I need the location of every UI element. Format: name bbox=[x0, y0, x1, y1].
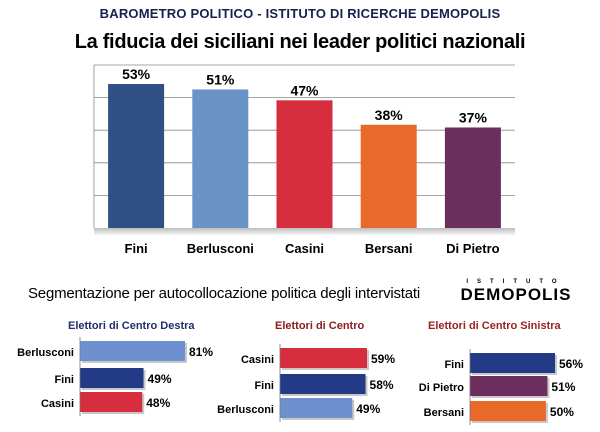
bar-berlusconi bbox=[192, 89, 249, 228]
hbar-fini bbox=[80, 368, 144, 388]
hbar-bersani bbox=[470, 401, 546, 421]
hbar-value-label: 50% bbox=[550, 405, 574, 419]
section-title: Segmentazione per autocollocazione polit… bbox=[28, 285, 421, 302]
hbar-value-label: 81% bbox=[189, 345, 213, 359]
bar-di-pietro bbox=[444, 127, 501, 228]
category-label: Di Pietro bbox=[446, 241, 500, 256]
bar-bersani bbox=[360, 124, 417, 228]
hbar-category-label: Bersani bbox=[424, 407, 464, 419]
hbar-category-label: Di Pietro bbox=[419, 382, 465, 394]
demopolis-logo: ISTITUTO DEMOPOLIS bbox=[452, 279, 580, 305]
hbar-category-label: Casini bbox=[41, 398, 74, 410]
hbar-category-label: Berlusconi bbox=[217, 404, 274, 416]
main-bar-chart: 53% Fini 51% Berlusconi 47% Casini 38% Bersani 3… bbox=[93, 64, 515, 256]
hbar-di-pietro bbox=[470, 376, 548, 396]
bar-value-label: 37% bbox=[459, 109, 488, 125]
hbar-category-label: Fini bbox=[444, 359, 464, 371]
category-label: Casini bbox=[285, 241, 324, 256]
hbar-value-label: 58% bbox=[370, 378, 394, 392]
hbar-category-label: Fini bbox=[254, 380, 274, 392]
hbar-value-label: 48% bbox=[146, 396, 170, 410]
header-text: BAROMETRO POLITICO - ISTITUTO DI RICERCH… bbox=[99, 6, 501, 21]
hbar-berlusconi bbox=[80, 341, 185, 361]
category-label: Fini bbox=[125, 241, 148, 256]
segment-title-centro: Elettori di Centro bbox=[275, 320, 365, 332]
hbar-category-label: Berlusconi bbox=[17, 347, 74, 359]
category-label: Bersani bbox=[365, 241, 413, 256]
hbar-value-label: 49% bbox=[356, 402, 380, 416]
logo-big-text: DEMOPOLIS bbox=[460, 285, 572, 304]
hbar-value-label: 49% bbox=[148, 372, 172, 386]
bar-value-label: 53% bbox=[122, 66, 151, 82]
bar-value-label: 38% bbox=[375, 107, 404, 123]
hbar-category-label: Casini bbox=[241, 354, 274, 366]
hbar-fini bbox=[280, 374, 366, 394]
hbar-casini bbox=[80, 392, 143, 412]
hbar-casini bbox=[280, 348, 367, 368]
chart-title: La fiducia dei siciliani nei leader poli… bbox=[74, 31, 526, 53]
hbar-category-label: Fini bbox=[54, 374, 74, 386]
segment-title-centro-sinistra: Elettori di Centro Sinistra bbox=[428, 320, 561, 332]
segment-title-centro-destra: Elettori di Centro Destra bbox=[68, 320, 195, 332]
hbar-value-label: 59% bbox=[371, 352, 395, 366]
hbar-fini bbox=[470, 353, 555, 373]
bar-fini bbox=[108, 84, 165, 229]
bar-value-label: 51% bbox=[206, 71, 235, 87]
bar-value-label: 47% bbox=[290, 82, 319, 98]
hbar-value-label: 56% bbox=[559, 357, 583, 371]
logo-small-text: ISTITUTO bbox=[466, 279, 566, 285]
chart-floor bbox=[94, 228, 515, 236]
bar-casini bbox=[276, 100, 333, 228]
category-label: Berlusconi bbox=[187, 241, 254, 256]
hbar-berlusconi bbox=[280, 398, 353, 418]
hbar-value-label: 51% bbox=[551, 380, 575, 394]
